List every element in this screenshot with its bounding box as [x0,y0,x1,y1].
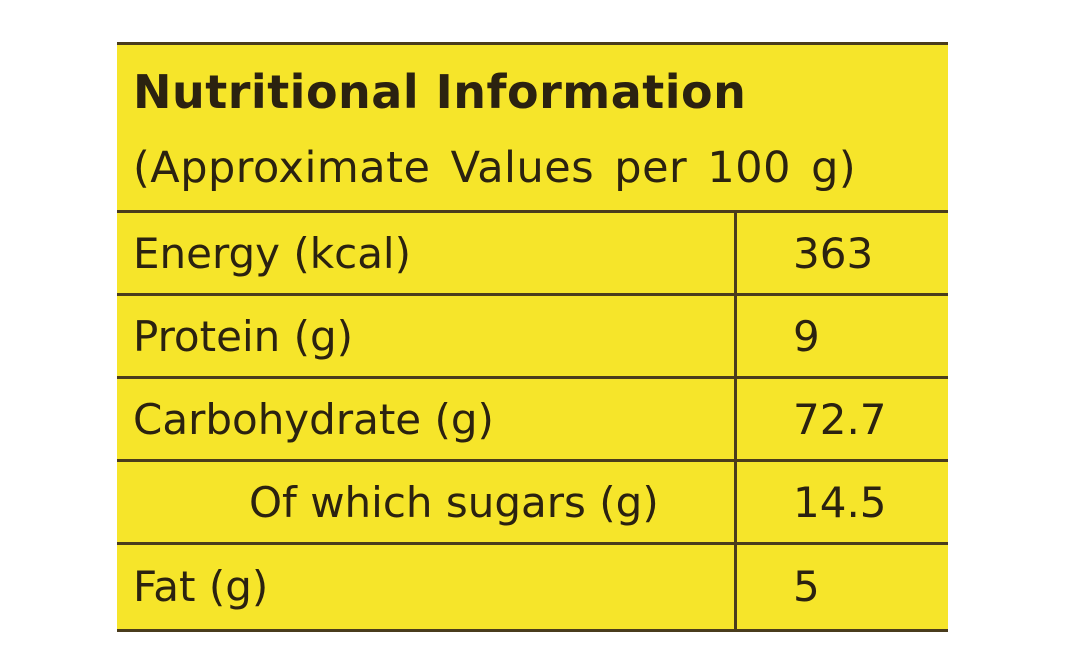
table-row: Fat (g) 5 [117,545,948,628]
nutrient-value: 14.5 [793,477,887,527]
nutrition-header: Nutritional Information (Approximate Val… [117,45,948,213]
nutrient-value: 363 [793,228,874,278]
nutrient-value: 9 [793,311,820,361]
table-row: Of which sugars (g) 14.5 [117,462,948,545]
nutrient-label: Protein (g) [133,311,354,361]
table-row: Protein (g) 9 [117,296,948,379]
nutrient-label: Carbohydrate (g) [133,394,494,444]
column-divider [734,213,737,629]
table-row: Carbohydrate (g) 72.7 [117,379,948,462]
nutrient-sub-label: Of which sugars (g) [249,477,659,527]
table-row: Energy (kcal) 363 [117,213,948,296]
nutrition-subtitle: (Approximate Values per 100 g) [133,143,857,193]
nutrition-title: Nutritional Information [133,65,747,119]
nutrient-label: Fat (g) [133,562,269,611]
nutrition-table: Energy (kcal) 363 Protein (g) 9 Carbohyd… [117,213,948,629]
nutrient-value: 72.7 [793,394,887,444]
nutrient-label: Energy (kcal) [133,228,411,278]
nutrition-panel: Nutritional Information (Approximate Val… [117,42,948,632]
nutrient-value: 5 [793,562,820,611]
